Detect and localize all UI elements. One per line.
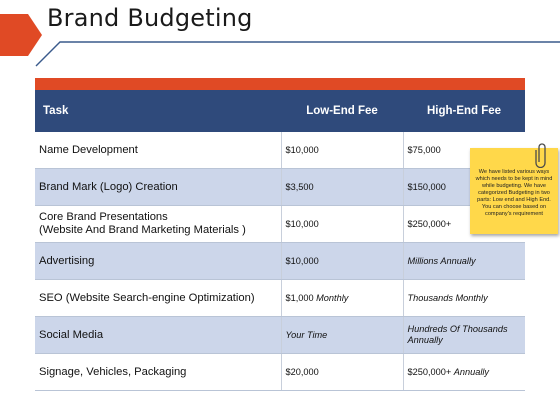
budget-table-container: Task Low-End Fee High-End Fee Name Devel… [35, 78, 525, 391]
high-fee-cell: Thousands Monthly [402, 279, 525, 317]
header-divider-line [35, 41, 560, 67]
high-fee-cell: Millions Annually [402, 242, 525, 280]
task-cell: SEO (Website Search-engine Optimization) [35, 279, 281, 317]
low-fee-cell: $3,500 [280, 168, 403, 206]
column-header-low-end-fee: Low-End Fee [281, 90, 403, 132]
decorative-arrow-shape [0, 14, 42, 56]
sticky-note-text: We have listed various ways which needs … [475, 169, 553, 217]
budget-table: Task Low-End Fee High-End Fee Name Devel… [35, 90, 525, 391]
low-fee-cell: $10,000 [280, 205, 403, 243]
column-header-high-end-fee: High-End Fee [403, 90, 525, 132]
low-fee-cell: Your Time [280, 316, 403, 354]
table-row: Social Media Your Time Hundreds Of Thous… [35, 316, 525, 354]
table-row: Core Brand Presentations (Website And Br… [35, 205, 525, 243]
high-fee-cell: $250,000+ Annually [402, 353, 525, 391]
table-accent-bar [35, 78, 525, 90]
low-fee-cell: $10,000 [280, 132, 403, 169]
task-cell: Advertising [35, 242, 281, 280]
high-fee-period: Annually [453, 367, 489, 377]
table-row: SEO (Website Search-engine Optimization)… [35, 279, 525, 317]
high-fee-cell: Hundreds Of Thousands Annually [402, 316, 525, 354]
task-cell: Name Development [35, 132, 281, 169]
table-row: Advertising $10,000 Millions Annually [35, 242, 525, 280]
low-fee-period: Monthly [316, 293, 349, 303]
task-cell: Brand Mark (Logo) Creation [35, 168, 281, 206]
high-fee-amount: $250,000+ [407, 367, 454, 377]
low-fee-cell: $1,000 Monthly [280, 279, 403, 317]
low-fee-cell: $10,000 [280, 242, 403, 280]
sticky-note: We have listed various ways which needs … [470, 148, 558, 234]
table-row: Signage, Vehicles, Packaging $20,000 $25… [35, 353, 525, 391]
task-cell: Signage, Vehicles, Packaging [35, 353, 281, 391]
column-header-task: Task [35, 90, 281, 132]
low-fee-amount: $1,000 [285, 293, 317, 303]
page-title: Brand Budgeting [47, 4, 253, 32]
task-cell: Core Brand Presentations (Website And Br… [35, 205, 281, 243]
low-fee-cell: $20,000 [280, 353, 403, 391]
table-row: Brand Mark (Logo) Creation $3,500 $150,0… [35, 168, 525, 206]
paperclip-icon [535, 143, 546, 168]
task-cell: Social Media [35, 316, 281, 354]
table-header-row: Task Low-End Fee High-End Fee [35, 90, 525, 132]
table-row: Name Development $10,000 $75,000 [35, 132, 525, 169]
